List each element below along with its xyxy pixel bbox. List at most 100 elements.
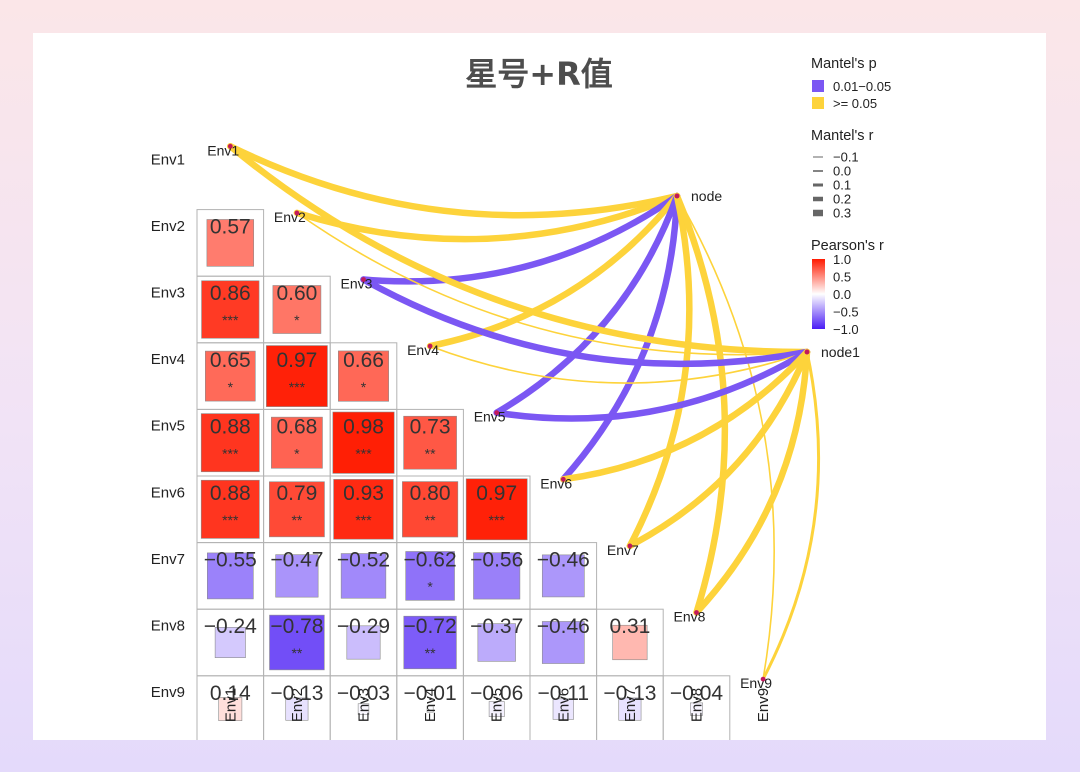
pearson-colorbar [812, 259, 825, 329]
node-point-node1 [804, 349, 810, 355]
cell-square [218, 697, 243, 721]
anchor-point-env4 [427, 343, 433, 349]
mantel-link-node1-env7 [626, 348, 811, 550]
legend-label-yellow: >= 0.05 [833, 96, 877, 111]
cell-value: 0.80 [410, 482, 451, 505]
cell-square [426, 705, 434, 713]
mantel-link-node-env4 [426, 192, 681, 350]
mantel-link-node1-env4 [429, 345, 808, 384]
cell-square [402, 481, 459, 538]
cell-value: 0.68 [276, 415, 317, 438]
row-label-env2: Env2 [151, 218, 185, 235]
row-label-env9: Env9 [151, 684, 185, 701]
cell-stars: ** [425, 645, 436, 661]
cell-value: 0.88 [210, 482, 251, 505]
cell-square [272, 285, 322, 334]
pearson-tick-label: 0.5 [833, 270, 851, 285]
cell-square [541, 621, 585, 664]
cell-square [403, 415, 457, 470]
col-label-env3: Env3 [356, 688, 373, 722]
cell-square [207, 552, 254, 600]
cell-square [552, 698, 574, 720]
cell-square [465, 478, 528, 541]
mantel-link-node1-env6 [560, 348, 811, 483]
cell-value: −0.56 [470, 549, 523, 572]
row-label-env6: Env6 [151, 484, 185, 501]
cell-square [332, 411, 395, 474]
legend-width-0.1 [813, 183, 823, 187]
cell-square [618, 697, 642, 721]
legend-width-0.2 [813, 196, 823, 202]
diagonal-label-env1: Env1 [207, 142, 239, 158]
legend-label-purple: 0.01−0.05 [833, 79, 891, 94]
mantel-link-node-env3 [360, 192, 681, 285]
anchor-point-env8 [694, 610, 699, 615]
cell-value: −0.37 [470, 615, 523, 638]
cell-stars: * [361, 379, 367, 395]
diagonal-label-env8: Env8 [674, 609, 706, 625]
legend-width--0.1 [813, 156, 823, 158]
cell-stars: *** [355, 512, 372, 528]
mantel-link-node-env7 [626, 192, 693, 550]
row-label-env4: Env4 [151, 351, 185, 368]
cell-stars: *** [289, 379, 306, 395]
cell-stars: *** [222, 512, 239, 528]
cell-value: −0.13 [270, 682, 323, 705]
cell-value: 0.88 [210, 415, 251, 438]
cell-value: −0.24 [204, 615, 257, 638]
anchor-point-env6 [560, 476, 566, 482]
cell-value: 0.79 [276, 482, 317, 505]
cell-value: −0.11 [538, 682, 590, 705]
axis-labels-layer: Env1 Env1 Env2 Env2 Env3 Env3 Env4 Env4 Env5 Env5… [151, 151, 772, 722]
cell-square [205, 350, 256, 402]
cell-value: 0.97 [476, 482, 517, 505]
col-label-env1: Env1 [222, 688, 239, 722]
cell-square [340, 553, 387, 599]
row-label-env5: Env5 [151, 418, 185, 435]
cell-square [275, 554, 319, 598]
row-label-env8: Env8 [151, 618, 185, 635]
legend-width-0.3 [813, 209, 823, 217]
cell-square [488, 701, 505, 717]
mantel-link-node-env1 [227, 143, 681, 219]
diagonal-label-env6: Env6 [540, 475, 572, 491]
cell-square [403, 615, 457, 670]
cell-value: −0.62 [404, 549, 457, 572]
cell-stars: * [294, 312, 300, 328]
pearson-tick-label: −1.0 [833, 322, 859, 337]
mantel-link-node1-env5 [493, 348, 811, 422]
cell-square [269, 481, 325, 538]
cell-stars: * [294, 445, 300, 461]
legend-label-r-0.0: 0.0 [833, 164, 851, 179]
cell-value: −0.46 [537, 615, 590, 638]
cell-square [333, 479, 394, 540]
col-label-env7: Env7 [622, 688, 639, 722]
nodes-layer: node node1 [227, 143, 860, 682]
cell-square [271, 416, 323, 469]
mantel-link-node1-env1 [227, 143, 811, 356]
diagonal-label-env4: Env4 [407, 342, 439, 358]
cell-value: 0.93 [343, 482, 384, 505]
cell-value: 0.57 [210, 216, 251, 239]
node-point-node [674, 193, 680, 199]
cell-stars: ** [425, 445, 436, 461]
cell-value: −0.13 [603, 682, 656, 705]
anchor-point-env1 [227, 143, 233, 149]
col-label-env5: Env5 [489, 688, 506, 722]
diagonal-label-env3: Env3 [341, 276, 373, 292]
cell-stars: ** [291, 645, 302, 661]
cell-value: −0.72 [404, 615, 457, 638]
legend-label-r--0.1: −0.1 [833, 150, 859, 165]
cell-border [662, 675, 731, 740]
mantel-link-node-env5 [493, 192, 681, 416]
cell-stars: *** [355, 445, 372, 461]
cell-square [285, 697, 309, 721]
diagonal-label-env5: Env5 [474, 409, 506, 425]
cell-value: −0.52 [337, 549, 390, 572]
correlation-heatmap-chart: 0.570.86***0.60*0.65*0.97***0.66*0.88***… [151, 55, 891, 740]
col-label-env9: Env9 [755, 688, 772, 722]
cell-value: 0.86 [210, 282, 251, 305]
anchor-point-env2 [294, 210, 300, 216]
pearson-tick-label: 0.0 [833, 287, 851, 302]
cell-square [612, 624, 648, 661]
